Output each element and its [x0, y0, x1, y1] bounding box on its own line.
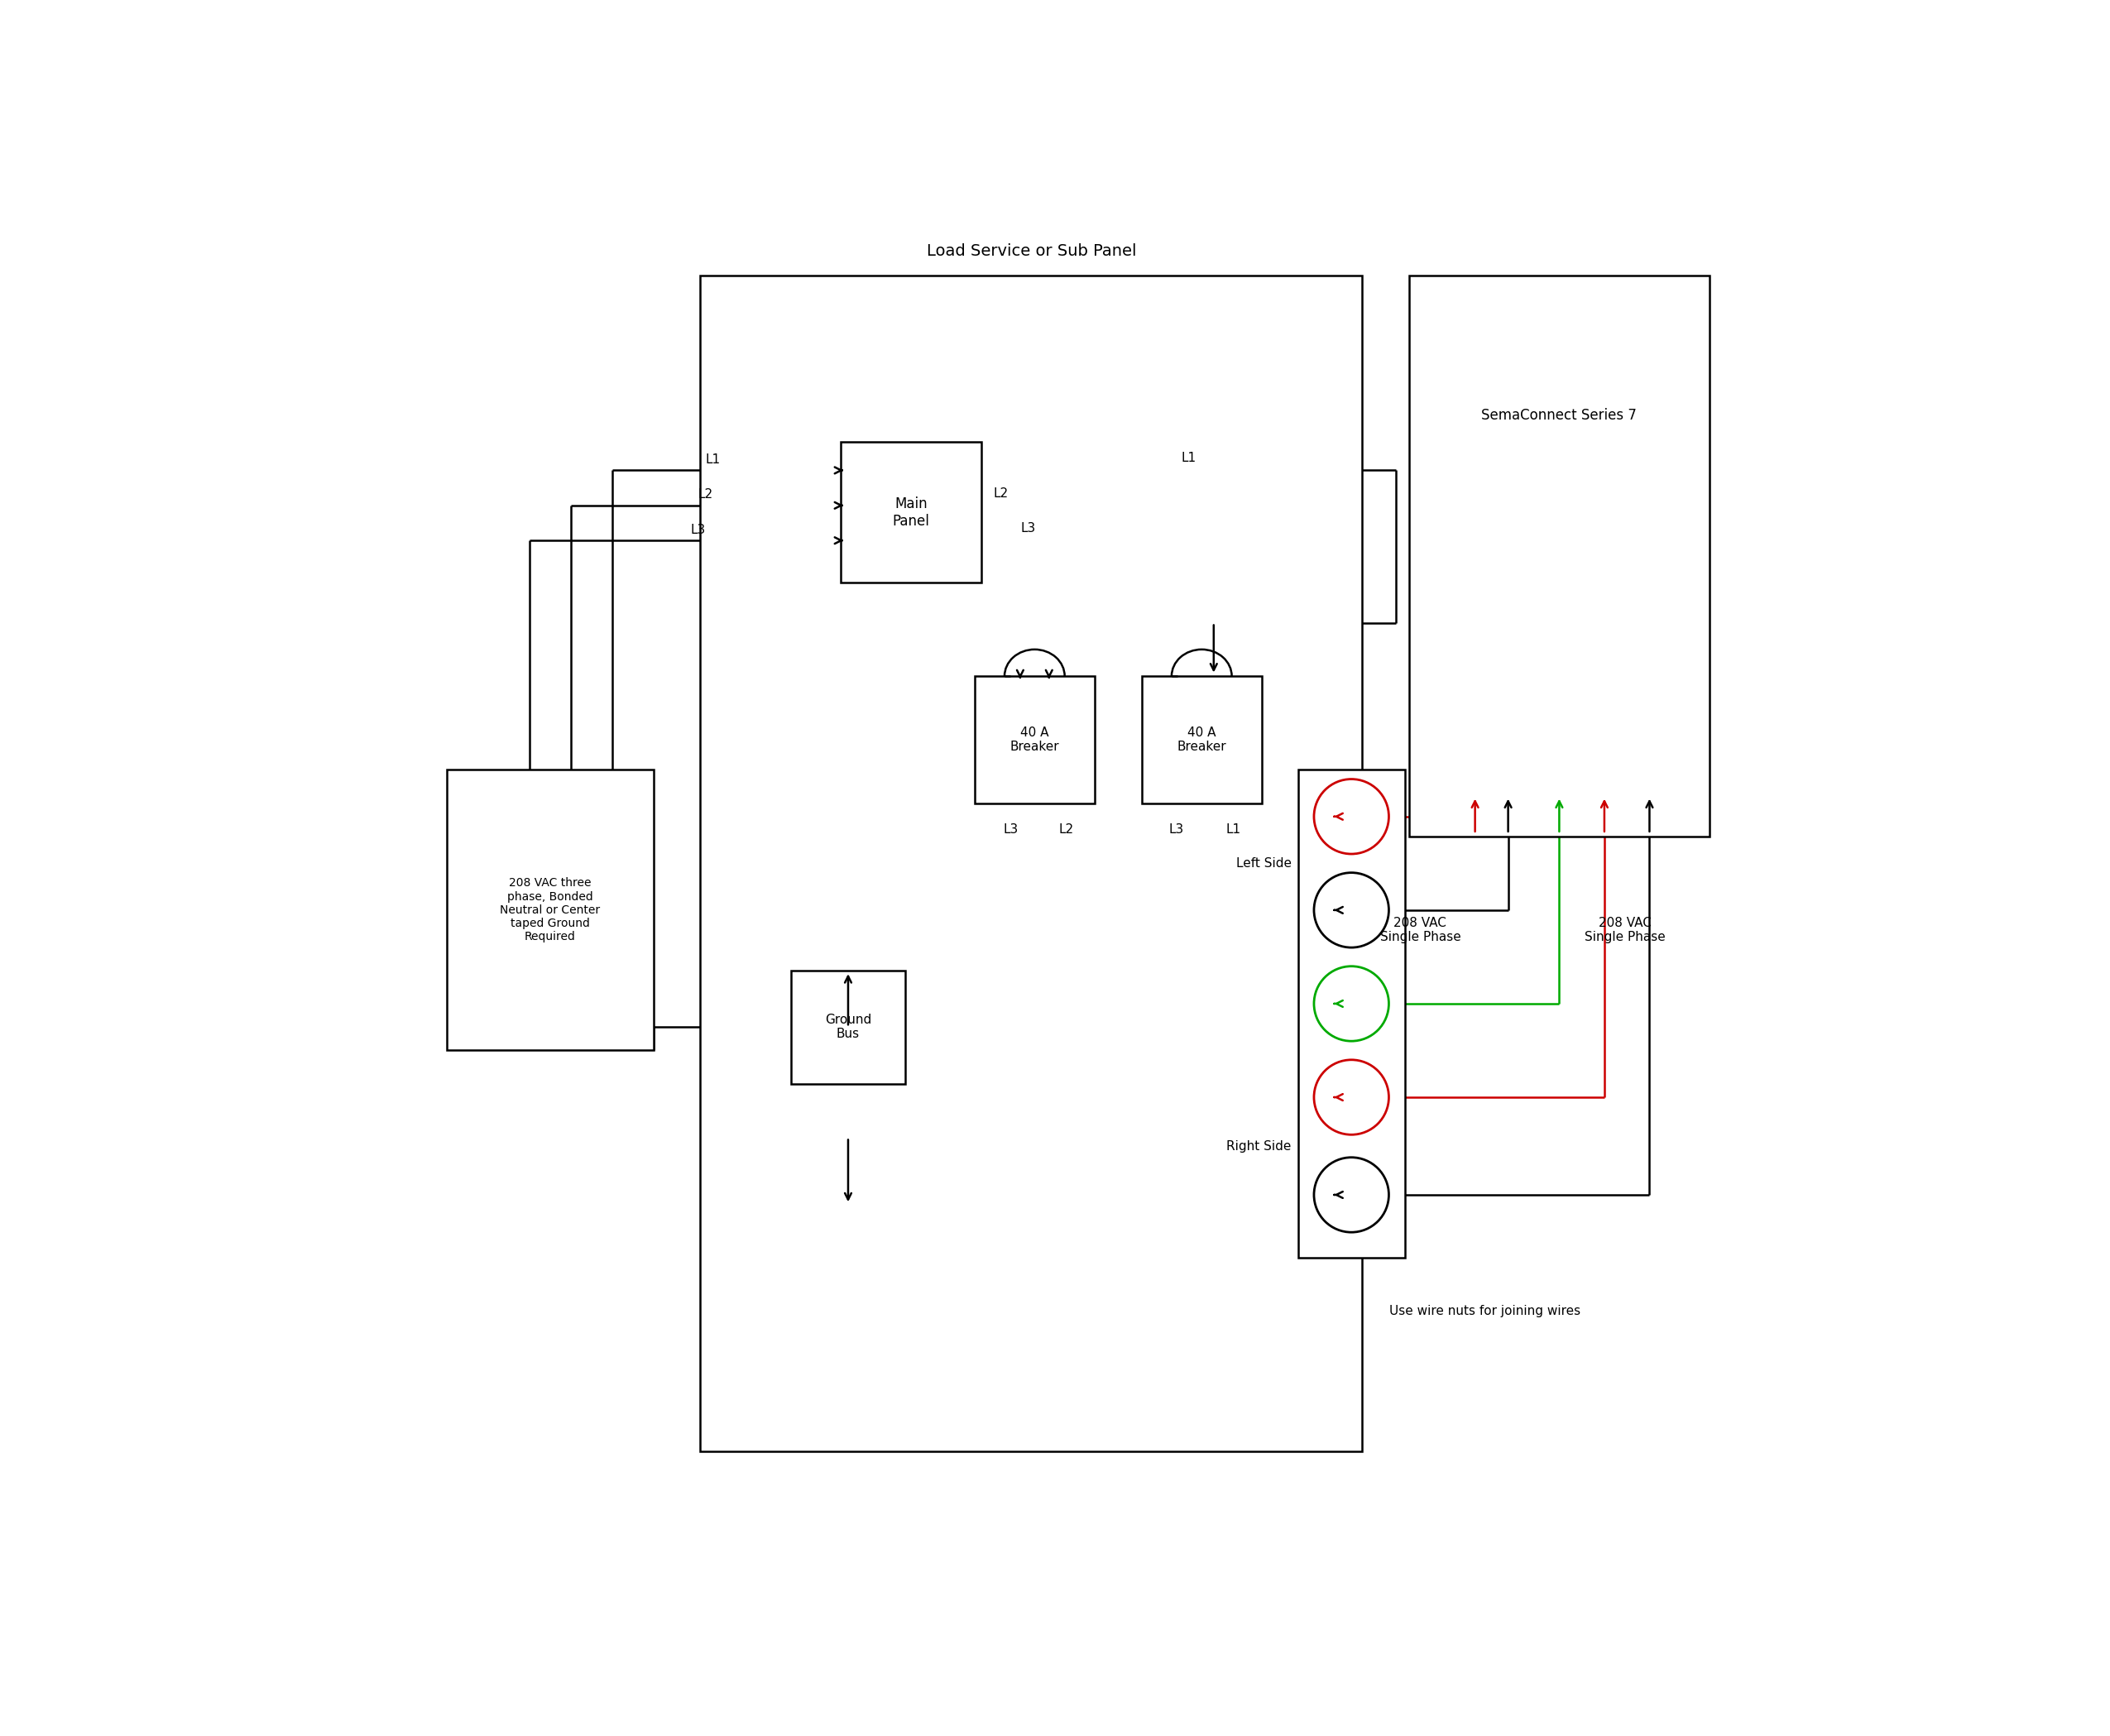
Text: 208 VAC
Single Phase: 208 VAC Single Phase	[1380, 917, 1460, 944]
FancyBboxPatch shape	[701, 276, 1363, 1451]
Text: L2: L2	[698, 488, 713, 502]
Text: 40 A
Breaker: 40 A Breaker	[1011, 726, 1059, 753]
Text: 208 VAC three
phase, Bonded
Neutral or Center
taped Ground
Required: 208 VAC three phase, Bonded Neutral or C…	[500, 877, 599, 943]
Text: L2: L2	[994, 488, 1009, 500]
Text: L1: L1	[1226, 823, 1241, 837]
FancyBboxPatch shape	[791, 970, 905, 1083]
Text: L3: L3	[690, 524, 707, 536]
Text: 208 VAC
Single Phase: 208 VAC Single Phase	[1585, 917, 1667, 944]
Text: Ground
Bus: Ground Bus	[825, 1014, 871, 1040]
Text: L3: L3	[1021, 523, 1036, 535]
FancyBboxPatch shape	[1142, 677, 1262, 804]
Text: L2: L2	[1059, 823, 1074, 837]
FancyBboxPatch shape	[1298, 769, 1405, 1257]
Text: SemaConnect Series 7: SemaConnect Series 7	[1481, 408, 1637, 424]
Text: L1: L1	[1182, 451, 1196, 465]
Text: 40 A
Breaker: 40 A Breaker	[1177, 726, 1226, 753]
Text: L1: L1	[705, 453, 722, 465]
Text: Left Side: Left Side	[1236, 858, 1291, 870]
Text: Load Service or Sub Panel: Load Service or Sub Panel	[926, 243, 1135, 259]
Text: L3: L3	[1169, 823, 1184, 837]
FancyBboxPatch shape	[447, 769, 654, 1050]
FancyBboxPatch shape	[975, 677, 1095, 804]
Text: Main
Panel: Main Panel	[893, 496, 931, 528]
FancyBboxPatch shape	[1409, 276, 1709, 837]
Text: L3: L3	[1002, 823, 1019, 837]
Text: Use wire nuts for joining wires: Use wire nuts for joining wires	[1390, 1305, 1580, 1318]
FancyBboxPatch shape	[840, 443, 981, 583]
Text: Right Side: Right Side	[1226, 1141, 1291, 1153]
